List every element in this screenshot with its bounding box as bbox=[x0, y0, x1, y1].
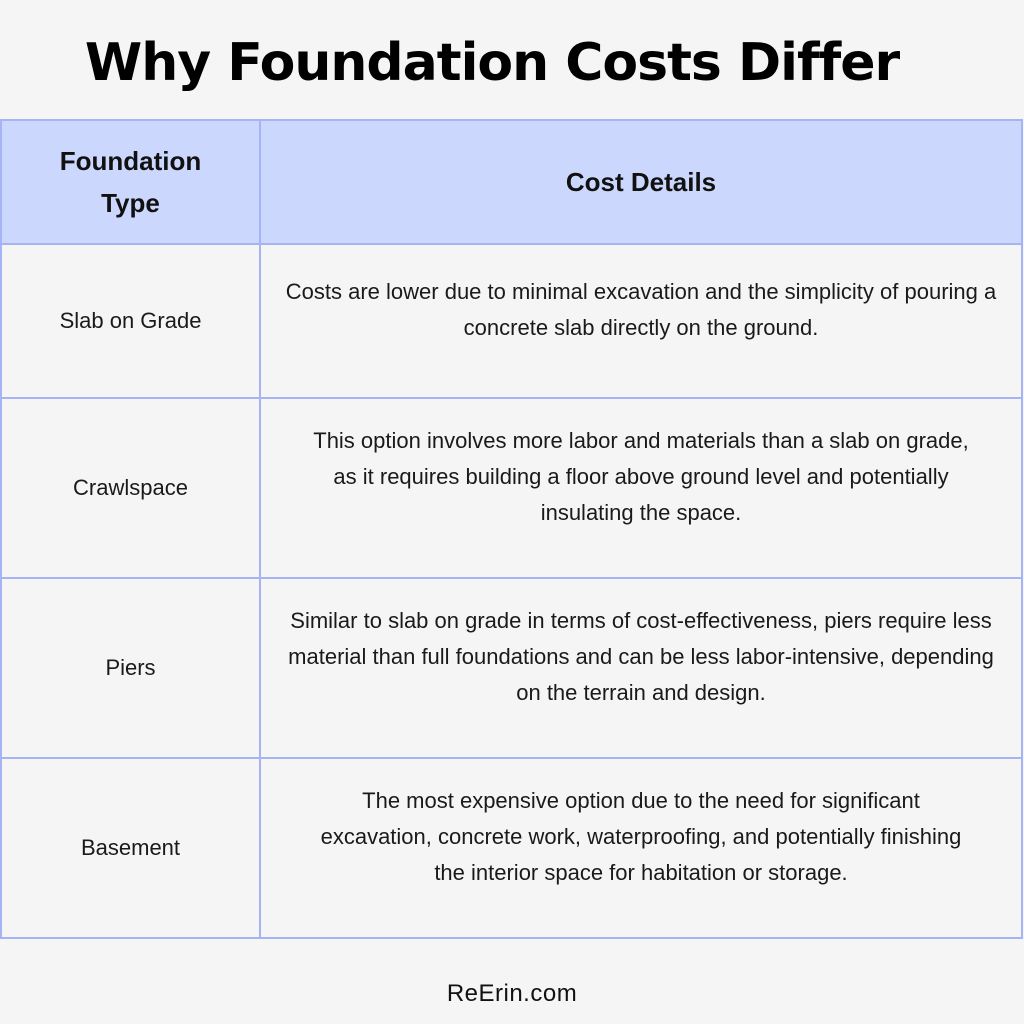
table-row: Slab on Grade Costs are lower due to min… bbox=[0, 243, 1023, 399]
table-row: Piers Similar to slab on grade in terms … bbox=[0, 577, 1023, 759]
site-footer-link[interactable]: ReErin.com bbox=[446, 980, 578, 1007]
table-row: Crawlspace This option involves more lab… bbox=[0, 397, 1023, 579]
page-title: Why Foundation Costs Differ bbox=[84, 33, 900, 93]
foundation-type-cell: Piers bbox=[0, 577, 261, 759]
cost-details-cell: This option involves more labor and mate… bbox=[259, 397, 1023, 579]
cost-details-text: Similar to slab on grade in terms of cos… bbox=[288, 608, 994, 705]
foundation-type-cell: Crawlspace bbox=[0, 397, 261, 579]
foundation-type-cell: Slab on Grade bbox=[0, 243, 261, 399]
header-foundation-type: Foundation Type bbox=[0, 119, 261, 245]
foundation-cost-table: Foundation Type Cost Details Slab on Gra… bbox=[0, 119, 1023, 939]
cost-details-cell: Costs are lower due to minimal excavatio… bbox=[259, 243, 1023, 399]
header-cost-details: Cost Details bbox=[259, 119, 1023, 245]
header-foundation-type-label: Foundation Type bbox=[59, 146, 202, 218]
cost-details-text: Costs are lower due to minimal excavatio… bbox=[285, 279, 997, 340]
table-row: Basement The most expensive option due t… bbox=[0, 757, 1023, 939]
table-header-row: Foundation Type Cost Details bbox=[0, 119, 1023, 245]
cost-details-text: This option involves more labor and mate… bbox=[313, 428, 969, 525]
cost-details-text: The most expensive option due to the nee… bbox=[320, 788, 962, 885]
cost-details-cell: Similar to slab on grade in terms of cos… bbox=[259, 577, 1023, 759]
cost-details-cell: The most expensive option due to the nee… bbox=[259, 757, 1023, 939]
foundation-type-cell: Basement bbox=[0, 757, 261, 939]
